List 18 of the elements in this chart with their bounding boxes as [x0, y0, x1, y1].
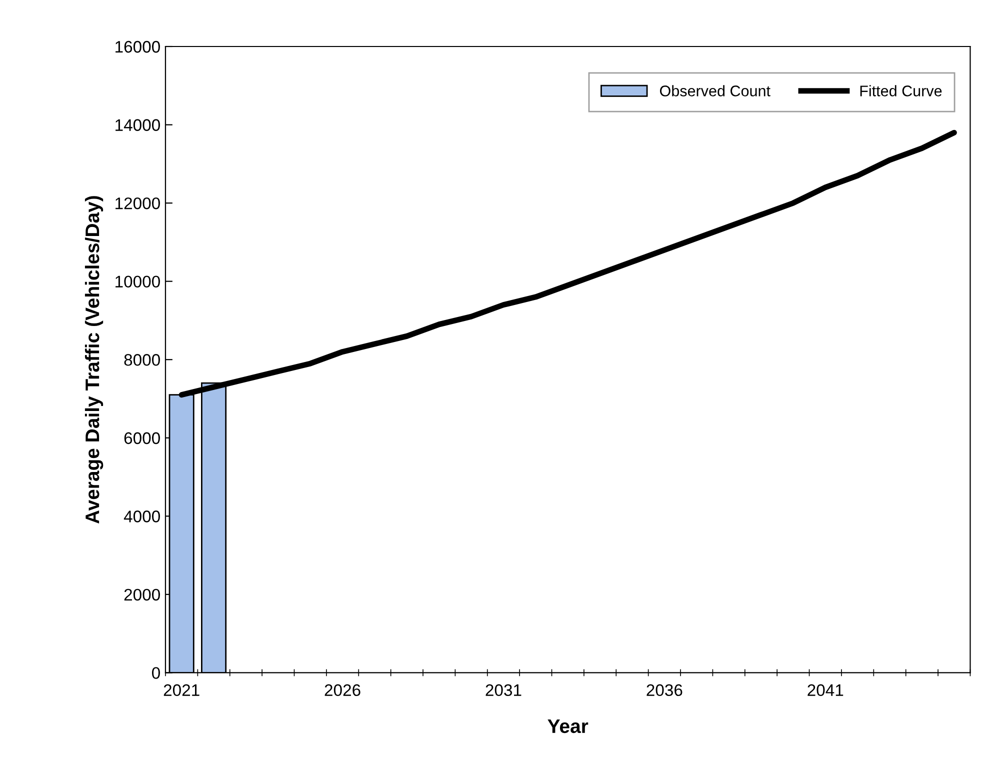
x-tick-label: 2031: [486, 684, 522, 696]
y-tick-label: 0: [152, 667, 160, 679]
y-tick-label: 16000: [116, 40, 160, 53]
y-tick-label: 14000: [116, 119, 160, 131]
x-axis-title: Year: [548, 720, 588, 734]
y-tick-label: 2000: [124, 588, 160, 601]
y-tick-label: 6000: [124, 432, 160, 444]
x-tick-label: 2021: [164, 684, 200, 696]
x-tick-label: 2026: [324, 684, 360, 696]
legend-label: Fitted Curve: [860, 85, 942, 96]
x-tick-label: 2041: [808, 684, 844, 696]
y-axis-title: Average Daily Traffic (Vehicles/Day): [84, 196, 104, 524]
x-tick-label: 2036: [646, 684, 682, 696]
legend-label: Observed Count: [660, 85, 770, 96]
y-tick-label: 12000: [116, 197, 160, 210]
y-tick-label: 10000: [116, 276, 160, 288]
y-tick-label: 8000: [124, 354, 160, 366]
y-tick-label: 4000: [124, 510, 160, 522]
